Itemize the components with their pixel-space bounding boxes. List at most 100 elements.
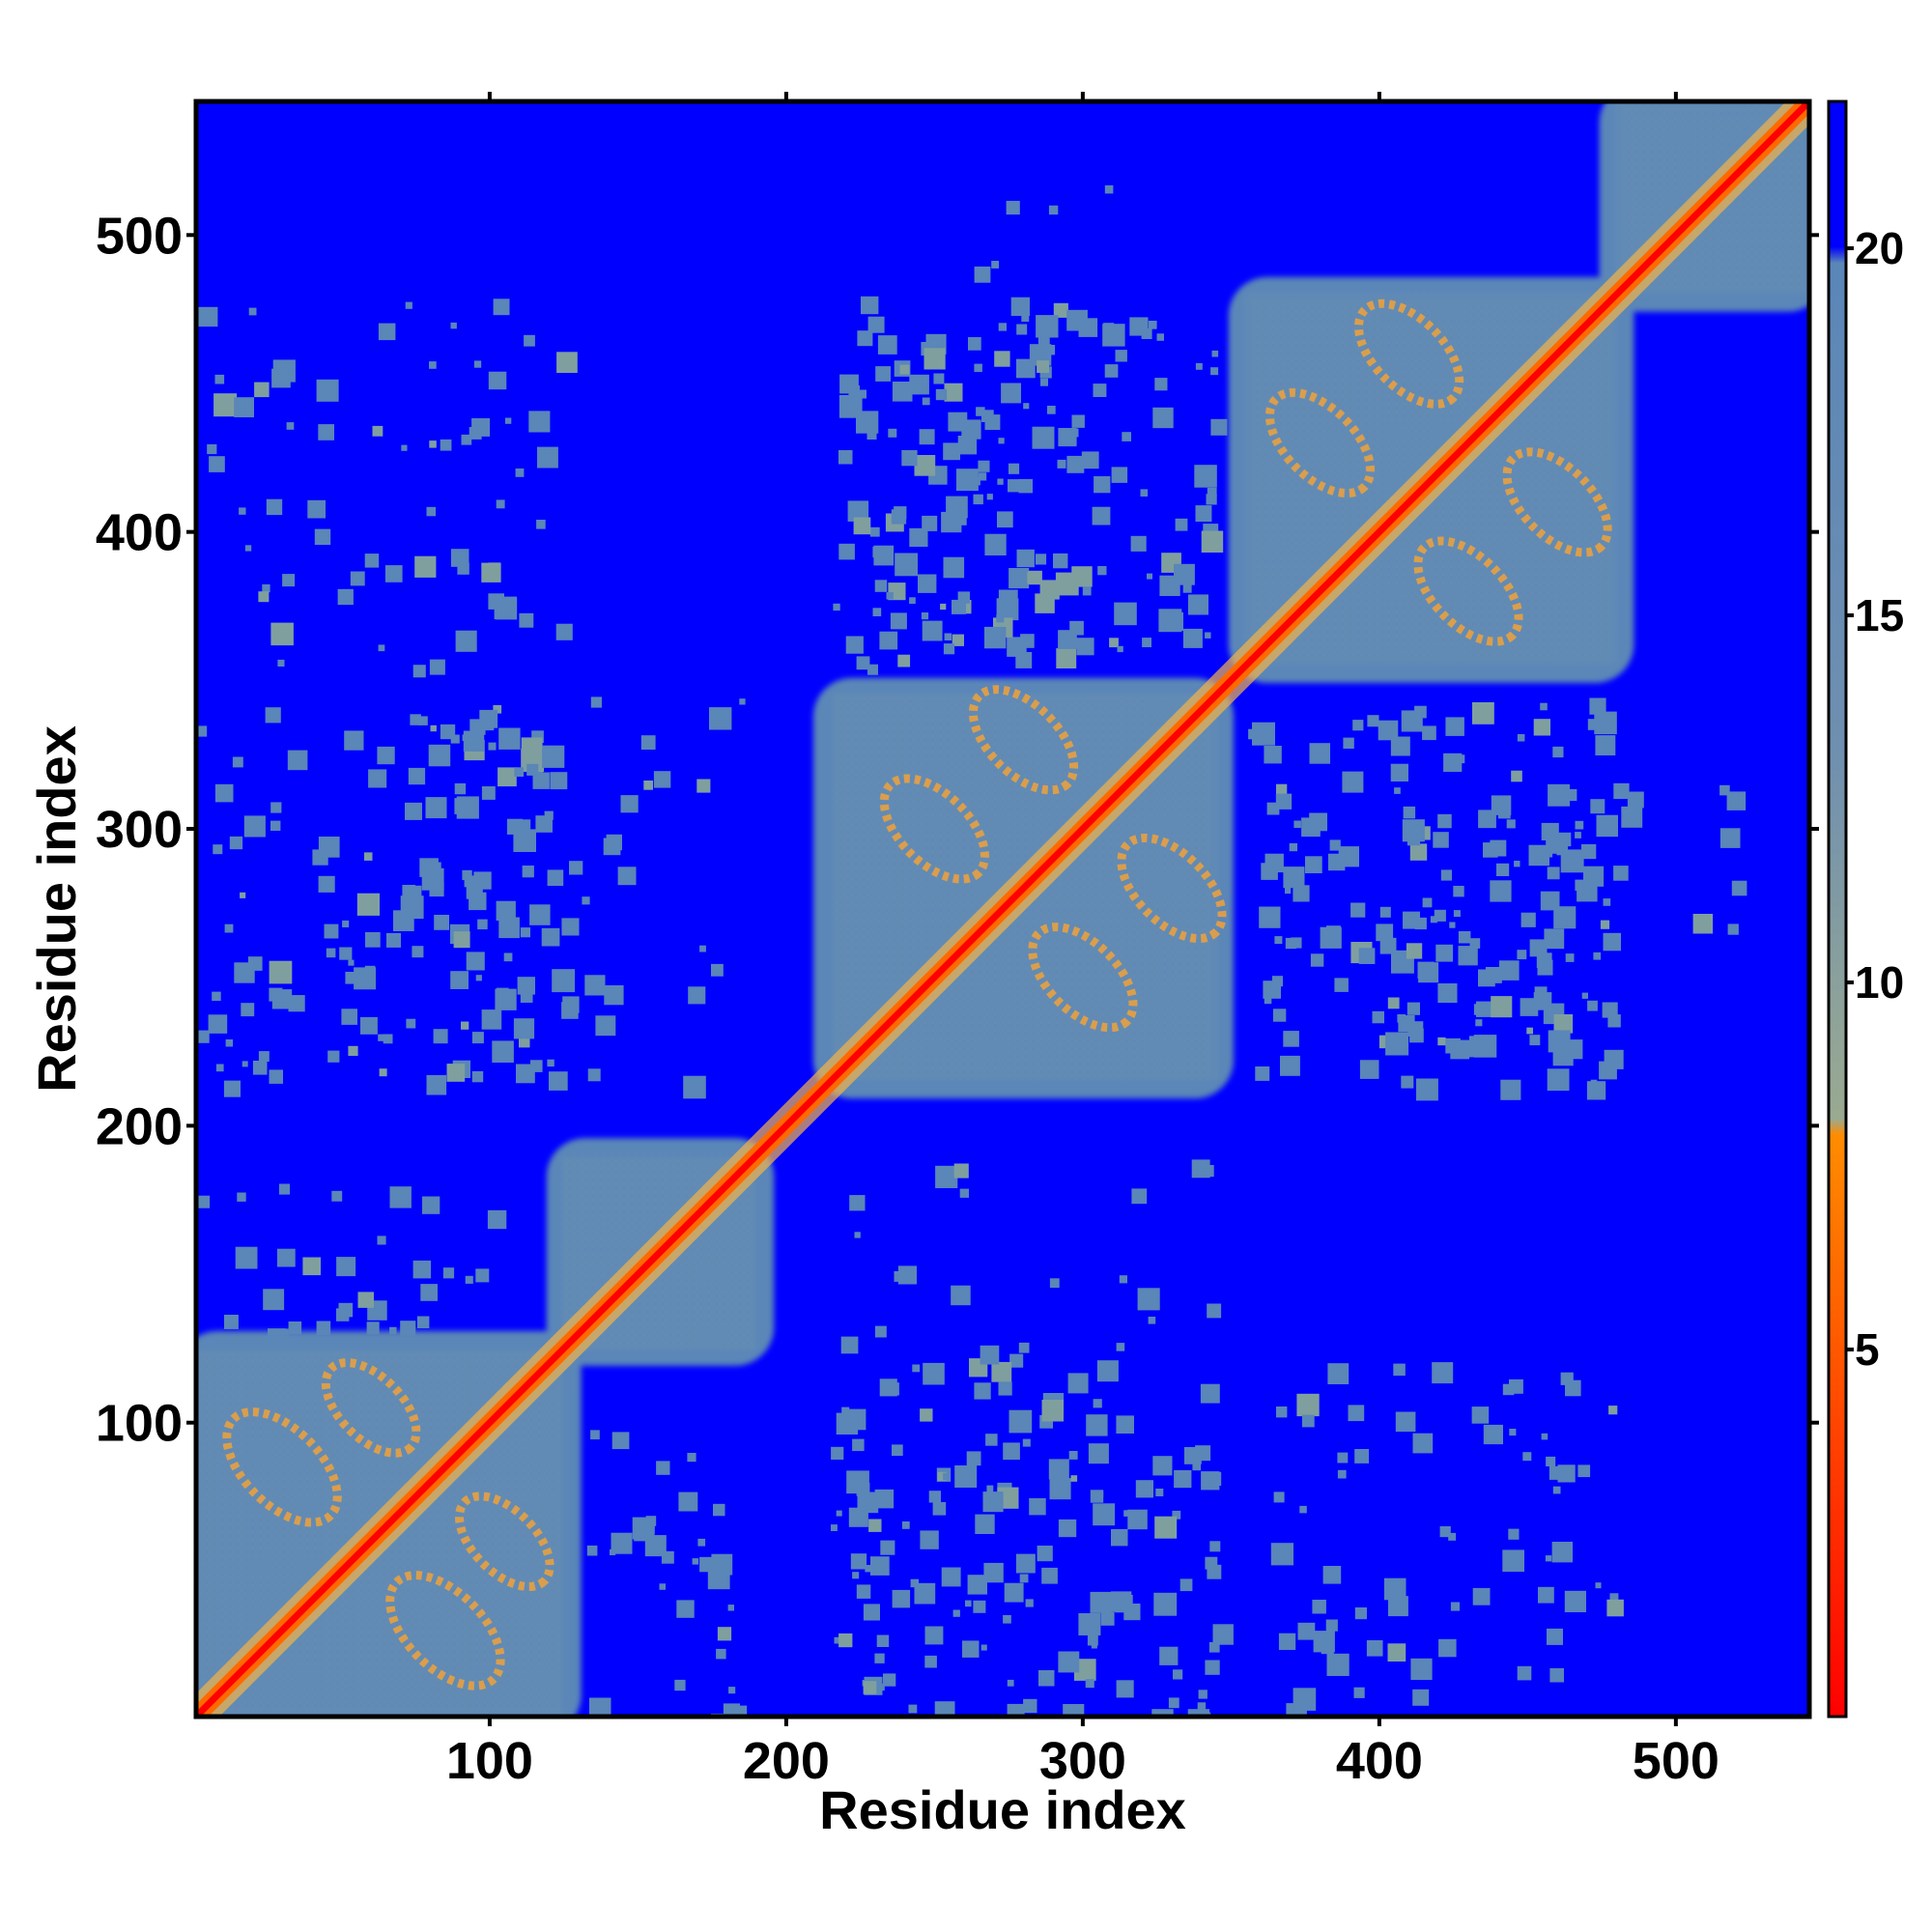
contact-cell xyxy=(867,430,877,440)
contact-cell xyxy=(1093,1503,1116,1526)
contact-cell xyxy=(1104,185,1114,194)
contact-cell xyxy=(985,1434,998,1446)
contact-cell xyxy=(961,419,981,440)
contact-cell xyxy=(1387,1643,1406,1662)
y-tick-label: 100 xyxy=(96,1395,183,1453)
contact-cell xyxy=(555,623,573,640)
contact-cell xyxy=(213,844,223,855)
contact-cell xyxy=(1509,1378,1523,1394)
contact-cell xyxy=(1191,1159,1210,1179)
contact-cell xyxy=(234,962,255,983)
contact-cell xyxy=(214,374,225,384)
contact-cell xyxy=(1529,1035,1541,1046)
contact-cell xyxy=(475,1268,490,1283)
contact-cell xyxy=(488,371,507,390)
contact-cell xyxy=(1008,479,1021,493)
contact-cell xyxy=(982,1492,1004,1513)
contact-cell xyxy=(1502,1383,1515,1396)
contact-cell xyxy=(1581,992,1588,999)
contact-cell xyxy=(1522,1452,1532,1462)
contact-cell xyxy=(372,425,384,437)
contact-cell xyxy=(316,379,339,402)
contact-cell xyxy=(318,837,340,858)
contact-cell xyxy=(974,1382,991,1400)
contact-cell xyxy=(1367,715,1379,727)
contact-cell xyxy=(1546,1456,1556,1466)
contact-cell xyxy=(856,656,870,670)
contact-cell xyxy=(1379,937,1397,954)
contact-cell xyxy=(505,417,512,424)
contact-cell xyxy=(515,469,525,477)
contact-cell xyxy=(865,1565,872,1573)
contact-cell xyxy=(1599,1061,1617,1080)
contact-cell xyxy=(716,1648,726,1660)
contact-cell xyxy=(1291,937,1302,949)
contact-cell xyxy=(1018,478,1033,494)
contact-cell xyxy=(552,969,576,993)
contact-cell xyxy=(1049,1478,1071,1500)
contact-cell xyxy=(687,1453,696,1463)
contact-cell xyxy=(344,730,364,751)
contact-cell xyxy=(1195,505,1212,522)
contact-cell xyxy=(314,528,331,545)
contact-cell xyxy=(968,337,981,351)
contact-cell xyxy=(1053,553,1068,569)
contact-cell xyxy=(620,795,639,813)
contact-cell xyxy=(852,1572,860,1579)
contact-cell xyxy=(891,509,907,525)
contact-cell xyxy=(481,786,496,800)
contact-cell xyxy=(998,438,1005,444)
contact-cell xyxy=(998,589,1018,610)
contact-cell xyxy=(909,597,916,604)
contact-cell xyxy=(1354,1449,1370,1463)
contact-cell xyxy=(1209,1541,1221,1552)
contact-cell xyxy=(974,363,982,373)
contact-cell xyxy=(986,494,993,500)
contact-cell xyxy=(1581,843,1597,860)
contact-cell xyxy=(1194,465,1217,488)
contact-cell xyxy=(1577,1464,1591,1478)
contact-cell xyxy=(420,1284,438,1301)
contact-cell xyxy=(1102,324,1125,347)
y-axis-title: Residue index xyxy=(26,725,87,1093)
contact-cell xyxy=(1164,611,1183,632)
colorbar-tick-label: 20 xyxy=(1855,223,1904,273)
contact-cell xyxy=(1211,350,1219,357)
contact-cell xyxy=(1066,455,1085,473)
contact-cell xyxy=(405,301,412,309)
contact-cell xyxy=(471,1032,484,1044)
contact-patch xyxy=(1248,697,1630,1101)
contact-cell xyxy=(434,915,449,930)
contact-cell xyxy=(252,1061,268,1075)
contact-cell xyxy=(1041,1567,1058,1584)
y-axis-ticks: 100 200 300 400 500 xyxy=(96,207,196,1453)
contact-cell xyxy=(1538,1586,1554,1604)
contact-cell xyxy=(496,499,505,509)
contact-cell xyxy=(1056,648,1077,668)
contact-patch xyxy=(840,1159,1222,1365)
contact-cell xyxy=(1726,791,1747,810)
contact-cell xyxy=(1376,923,1394,942)
contact-cell xyxy=(959,1188,969,1198)
contact-cell xyxy=(430,724,437,732)
contact-cell xyxy=(676,1600,695,1618)
contact-cell xyxy=(1082,586,1092,596)
contact-cell xyxy=(921,612,929,620)
contact-cell xyxy=(1435,944,1454,962)
contact-cell xyxy=(1445,1037,1461,1054)
contact-cell xyxy=(224,1315,239,1329)
contact-cell xyxy=(461,434,472,445)
contact-cell xyxy=(1514,861,1520,867)
contact-cell xyxy=(922,397,930,406)
contact-cell xyxy=(909,374,929,395)
contact-cell xyxy=(711,1553,733,1576)
contact-cell xyxy=(1552,746,1564,758)
contact-cell xyxy=(952,634,964,646)
contact-cell xyxy=(360,1016,378,1035)
contact-cell xyxy=(339,947,353,960)
contact-cell xyxy=(365,932,381,948)
contact-cell xyxy=(547,1059,554,1067)
contact-cell xyxy=(1205,632,1211,639)
contact-cell xyxy=(1587,719,1600,730)
contact-cell xyxy=(1154,1516,1178,1539)
